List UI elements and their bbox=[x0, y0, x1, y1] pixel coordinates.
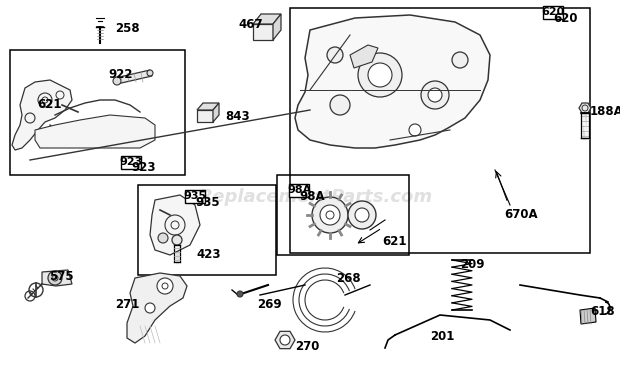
Polygon shape bbox=[275, 332, 295, 349]
Polygon shape bbox=[350, 45, 378, 68]
Polygon shape bbox=[197, 103, 219, 110]
Text: 621: 621 bbox=[37, 98, 61, 111]
Polygon shape bbox=[273, 14, 281, 40]
Circle shape bbox=[358, 53, 402, 97]
Text: 269: 269 bbox=[257, 298, 281, 311]
Text: 423: 423 bbox=[196, 248, 221, 261]
Circle shape bbox=[320, 205, 340, 225]
Circle shape bbox=[409, 124, 421, 136]
Text: 670A: 670A bbox=[504, 208, 538, 221]
Text: 843: 843 bbox=[225, 110, 250, 123]
Text: 922: 922 bbox=[108, 68, 133, 81]
Circle shape bbox=[158, 233, 168, 243]
Bar bbox=[542, 6, 563, 19]
Bar bbox=[138, 185, 276, 275]
Bar bbox=[289, 183, 309, 197]
Polygon shape bbox=[295, 15, 490, 148]
Text: 923: 923 bbox=[131, 161, 156, 174]
Polygon shape bbox=[213, 103, 219, 122]
Circle shape bbox=[368, 63, 392, 87]
Circle shape bbox=[52, 275, 58, 281]
Polygon shape bbox=[42, 270, 72, 286]
Polygon shape bbox=[150, 195, 200, 255]
Circle shape bbox=[113, 77, 121, 85]
Text: 258: 258 bbox=[115, 22, 140, 35]
Text: 620: 620 bbox=[541, 7, 565, 17]
Text: 923: 923 bbox=[120, 157, 143, 167]
Polygon shape bbox=[12, 80, 72, 150]
Circle shape bbox=[280, 335, 290, 345]
Bar bbox=[185, 189, 205, 203]
Circle shape bbox=[355, 208, 369, 222]
Polygon shape bbox=[580, 308, 596, 324]
Text: 620: 620 bbox=[553, 12, 577, 25]
Bar bbox=[121, 155, 141, 169]
Text: 98A: 98A bbox=[287, 185, 311, 195]
Circle shape bbox=[157, 278, 173, 294]
Circle shape bbox=[145, 303, 155, 313]
Bar bbox=[290, 8, 590, 253]
Text: 621: 621 bbox=[382, 235, 407, 248]
Circle shape bbox=[48, 271, 62, 285]
Text: 209: 209 bbox=[460, 258, 484, 271]
Text: 271: 271 bbox=[115, 298, 140, 311]
Circle shape bbox=[312, 197, 348, 233]
Polygon shape bbox=[197, 110, 213, 122]
Circle shape bbox=[421, 81, 449, 109]
Text: 935: 935 bbox=[195, 196, 219, 209]
Text: 98A: 98A bbox=[299, 190, 325, 203]
Polygon shape bbox=[115, 70, 152, 84]
Text: 270: 270 bbox=[295, 340, 319, 353]
Text: eReplacementParts.com: eReplacementParts.com bbox=[187, 187, 433, 206]
Circle shape bbox=[172, 235, 182, 245]
Circle shape bbox=[327, 47, 343, 63]
Text: 935: 935 bbox=[184, 191, 206, 201]
Polygon shape bbox=[579, 103, 591, 113]
Text: 575: 575 bbox=[49, 270, 74, 283]
Bar bbox=[277, 175, 409, 255]
Circle shape bbox=[237, 291, 243, 297]
Circle shape bbox=[348, 201, 376, 229]
Bar bbox=[10, 50, 185, 175]
Polygon shape bbox=[127, 273, 187, 343]
Circle shape bbox=[147, 70, 153, 76]
Text: 618: 618 bbox=[590, 305, 614, 318]
Polygon shape bbox=[253, 14, 281, 24]
Text: 188A: 188A bbox=[590, 105, 620, 118]
Text: 268: 268 bbox=[336, 272, 361, 285]
Circle shape bbox=[428, 88, 442, 102]
Circle shape bbox=[452, 52, 468, 68]
Polygon shape bbox=[35, 115, 155, 148]
Text: 467: 467 bbox=[238, 18, 263, 31]
Circle shape bbox=[330, 95, 350, 115]
Text: 201: 201 bbox=[430, 330, 454, 343]
Polygon shape bbox=[253, 24, 273, 40]
